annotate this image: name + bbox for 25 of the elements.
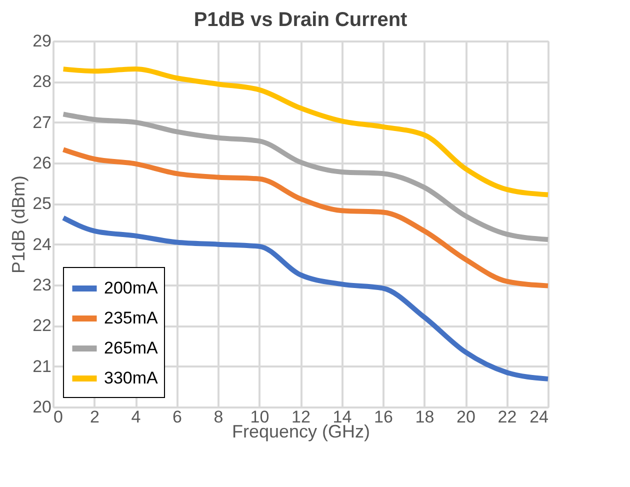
x-tick-label: 2	[90, 408, 100, 426]
x-tick-label: 8	[214, 408, 224, 426]
y-tick-label: 24	[32, 234, 52, 254]
x-tick-label: 16	[374, 408, 393, 426]
y-axis-title: P1dB (dBm)	[8, 175, 29, 274]
x-tick-label: 20	[456, 408, 476, 426]
legend-label: 235mA	[104, 308, 159, 328]
legend-label: 265mA	[104, 338, 159, 358]
y-tick-label: 23	[32, 276, 52, 294]
y-tick-label: 27	[32, 112, 52, 132]
y-tick-label: 21	[32, 356, 52, 376]
y-tick-label: 22	[32, 316, 52, 336]
y-tick-label: 29	[32, 32, 52, 50]
y-tick-label: 26	[32, 154, 52, 172]
x-tick-label: 22	[498, 408, 517, 426]
x-tick-label: 4	[131, 408, 141, 426]
chart-title: P1dB vs Drain Current	[194, 9, 408, 31]
y-tick-label: 28	[32, 72, 52, 92]
y-tick-label: 25	[32, 194, 52, 214]
legend-label: 330mA	[104, 368, 159, 388]
x-tick-label: 24	[530, 408, 548, 426]
x-tick-label: 0	[54, 408, 63, 426]
x-tick-label: 18	[415, 408, 434, 426]
legend-label: 200mA	[104, 278, 159, 298]
x-tick-label: 6	[172, 408, 182, 426]
